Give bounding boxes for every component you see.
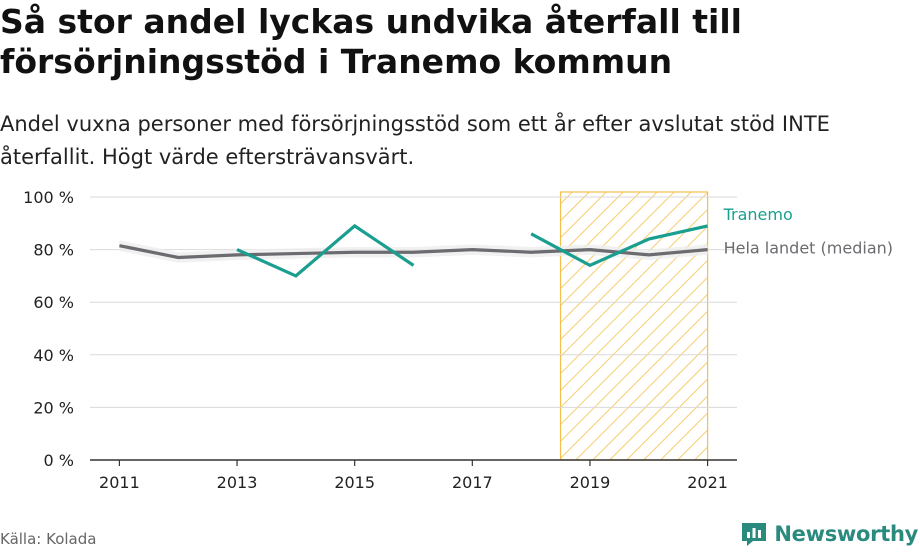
y-tick-label: 0 %	[44, 451, 74, 470]
x-tick-label: 2015	[334, 473, 375, 492]
y-tick-label: 20 %	[33, 398, 74, 417]
highlight-region	[559, 191, 709, 461]
series-label-tranemo: Tranemo	[723, 205, 793, 224]
chart-subtitle: Andel vuxna personer med försörjningsstö…	[0, 112, 830, 169]
x-tick-label: 2021	[687, 473, 728, 492]
brand-name: Newsworthy	[774, 522, 918, 546]
y-tick-label: 80 %	[33, 241, 74, 260]
x-tick-label: 2019	[570, 473, 611, 492]
brand-logo: Newsworthy	[740, 520, 918, 548]
y-tick-label: 100 %	[23, 188, 74, 207]
series-line-tranemo	[236, 223, 708, 278]
series-label-hela-landet-median: Hela landet (median)	[724, 239, 893, 258]
chart-title: Så stor andel lyckas undvika återfall ti…	[0, 2, 742, 81]
series-line-hela-landet-median	[119, 244, 708, 260]
x-tick-label: 2011	[99, 473, 140, 492]
x-tick-label: 2013	[217, 473, 258, 492]
y-tick-label: 40 %	[33, 346, 74, 365]
source-note: Källa: Kolada	[0, 530, 97, 548]
y-tick-label: 60 %	[33, 293, 74, 312]
newsworthy-logo-icon	[740, 520, 768, 548]
x-tick-label: 2017	[452, 473, 493, 492]
